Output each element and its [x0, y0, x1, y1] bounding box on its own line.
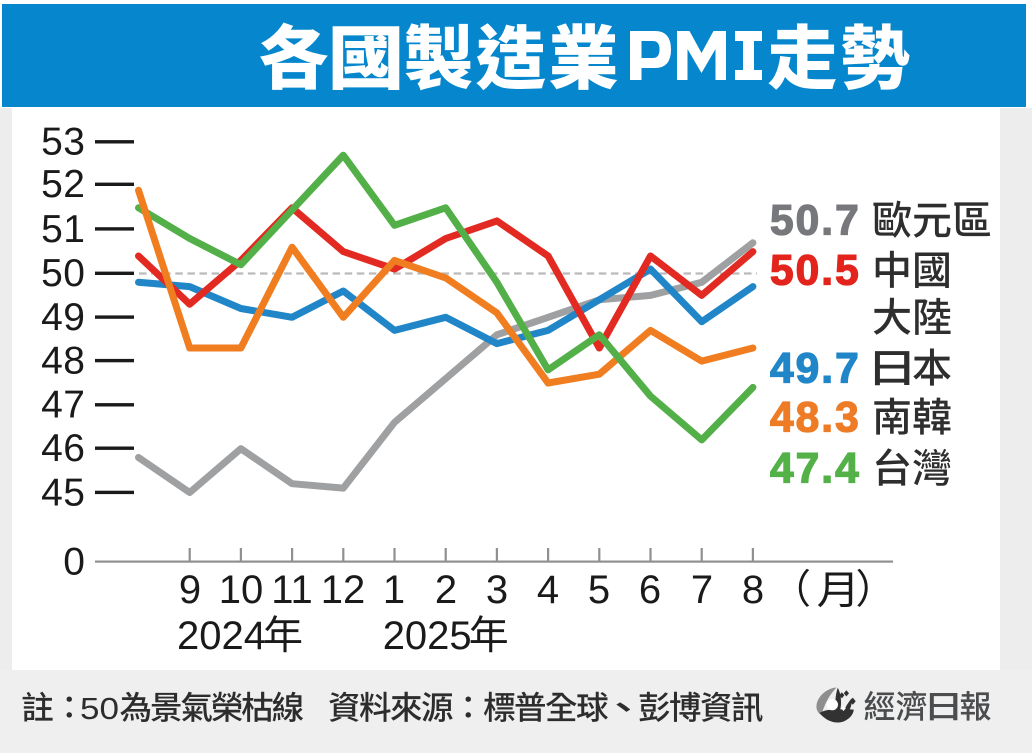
svg-text:10: 10 — [219, 568, 264, 612]
svg-text:51: 51 — [41, 208, 85, 251]
svg-text:2025: 2025 — [383, 614, 472, 658]
svg-text:2024: 2024 — [177, 614, 266, 658]
svg-text:8: 8 — [742, 568, 764, 612]
svg-text:45: 45 — [41, 471, 85, 514]
svg-text:50: 50 — [41, 252, 85, 295]
svg-text:6: 6 — [639, 568, 661, 612]
svg-text:47: 47 — [41, 384, 85, 427]
svg-text:1: 1 — [383, 568, 405, 612]
svg-text:49: 49 — [41, 296, 85, 339]
svg-text:5: 5 — [588, 568, 610, 612]
svg-text:4: 4 — [537, 568, 559, 612]
svg-text:9: 9 — [179, 568, 201, 612]
svg-text:11: 11 — [271, 568, 313, 612]
svg-text:50.5: 50.5 — [770, 248, 861, 295]
svg-text:49.7: 49.7 — [770, 345, 861, 392]
svg-text:3: 3 — [486, 568, 508, 612]
svg-text:47.4: 47.4 — [770, 445, 861, 492]
svg-text:2: 2 — [435, 568, 457, 612]
svg-text:50: 50 — [80, 691, 119, 726]
svg-text:52: 52 — [41, 163, 85, 206]
svg-text:53: 53 — [41, 121, 85, 164]
svg-text:48.3: 48.3 — [770, 394, 861, 441]
svg-text:12: 12 — [321, 568, 366, 612]
svg-text:46: 46 — [41, 427, 85, 470]
svg-text:50.7: 50.7 — [770, 198, 861, 245]
svg-text:48: 48 — [41, 340, 85, 383]
svg-text:0: 0 — [63, 541, 85, 584]
svg-text:7: 7 — [691, 568, 713, 612]
